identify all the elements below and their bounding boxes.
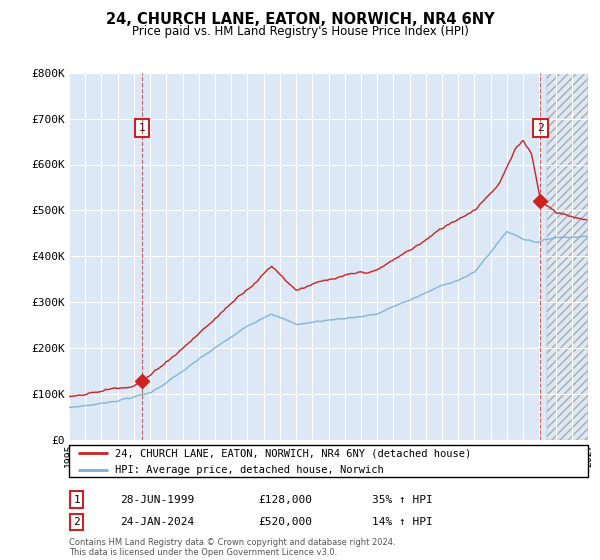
Text: 1: 1 <box>73 494 80 505</box>
Text: 24, CHURCH LANE, EATON, NORWICH, NR4 6NY: 24, CHURCH LANE, EATON, NORWICH, NR4 6NY <box>106 12 494 27</box>
Text: 2: 2 <box>537 123 544 133</box>
Text: Contains HM Land Registry data © Crown copyright and database right 2024.
This d: Contains HM Land Registry data © Crown c… <box>69 538 395 557</box>
Text: 24-JAN-2024: 24-JAN-2024 <box>120 517 194 527</box>
Text: 24, CHURCH LANE, EATON, NORWICH, NR4 6NY (detached house): 24, CHURCH LANE, EATON, NORWICH, NR4 6NY… <box>115 449 471 459</box>
Bar <box>547 73 588 440</box>
Text: 35% ↑ HPI: 35% ↑ HPI <box>372 494 433 505</box>
Text: 28-JUN-1999: 28-JUN-1999 <box>120 494 194 505</box>
Text: 2: 2 <box>73 517 80 527</box>
Text: 14% ↑ HPI: 14% ↑ HPI <box>372 517 433 527</box>
Text: Price paid vs. HM Land Registry's House Price Index (HPI): Price paid vs. HM Land Registry's House … <box>131 25 469 38</box>
Text: £520,000: £520,000 <box>258 517 312 527</box>
Text: £128,000: £128,000 <box>258 494 312 505</box>
Text: 1: 1 <box>139 123 145 133</box>
Text: HPI: Average price, detached house, Norwich: HPI: Average price, detached house, Norw… <box>115 465 383 475</box>
